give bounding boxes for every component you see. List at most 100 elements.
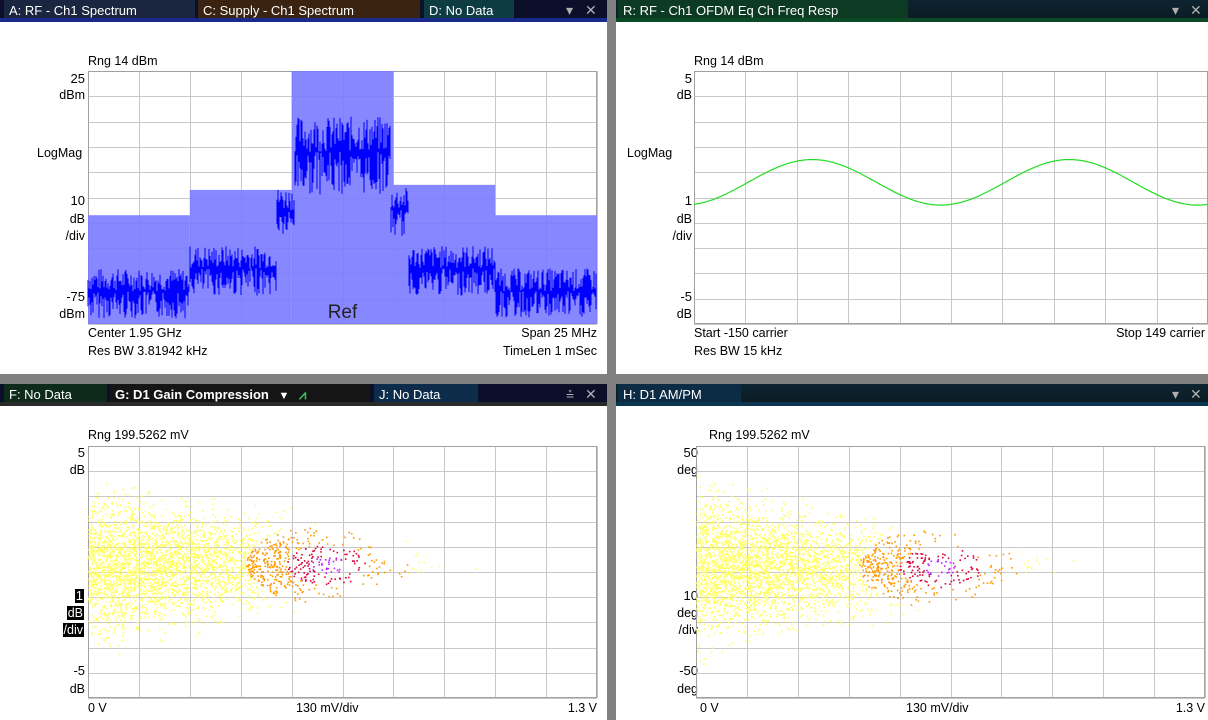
scatter-dot: [789, 551, 791, 553]
scatter-dot: [698, 610, 701, 612]
scatter-dot: [100, 530, 102, 532]
scale-per[interactable]: /div: [672, 229, 692, 243]
close-icon[interactable]: ✕: [1190, 386, 1202, 402]
x-scale-label[interactable]: 130 mV/div: [296, 701, 359, 715]
scatter-dot: [162, 577, 164, 579]
tab-g-gain-compression[interactable]: G: D1 Gain Compression ▼ ⩘: [110, 384, 370, 405]
scatter-dot: [765, 566, 768, 568]
center-freq-label[interactable]: Center 1.95 GHz: [88, 326, 182, 340]
waveform-icon[interactable]: ⩘: [299, 387, 307, 402]
scale-type-label[interactable]: LogMag: [627, 146, 673, 160]
scatter-dot: [235, 584, 237, 586]
scale-unit[interactable]: dB: [676, 212, 692, 226]
scatter-dot: [293, 537, 295, 539]
scatter-dot: [278, 571, 281, 573]
scatter-dot: [174, 553, 177, 555]
scatter-dot: [143, 525, 145, 527]
scatter-dot: [812, 572, 814, 575]
scatter-dot: [792, 608, 794, 611]
tab-j-no-data[interactable]: J: No Data: [374, 384, 478, 405]
scatter-dot: [939, 534, 941, 537]
scatter-dot: [760, 547, 763, 550]
scatter-dot: [181, 534, 184, 536]
scatter-dot: [129, 571, 132, 573]
scatter-dot: [143, 590, 146, 593]
chevron-down-icon[interactable]: ▾: [566, 2, 574, 18]
scatter-dot: [118, 575, 120, 577]
scatter-dot: [384, 571, 386, 574]
scale-value[interactable]: 10: [683, 588, 698, 603]
scatter-dot: [249, 559, 251, 561]
scatter-dot: [168, 549, 171, 551]
scatter-dot: [824, 549, 827, 552]
scale-per[interactable]: /div: [678, 623, 698, 637]
res-bw-label[interactable]: Res BW 3.81942 kHz: [88, 344, 208, 358]
scatter-dot: [225, 552, 227, 555]
scatter-dot: [110, 543, 112, 545]
scatter-dot: [919, 543, 921, 546]
scatter-dot: [109, 589, 111, 592]
scatter-dot: [859, 573, 861, 576]
scatter-dot: [271, 547, 273, 549]
scatter-dot: [712, 589, 715, 591]
scale-value[interactable]: 1: [684, 193, 692, 208]
gain-compression-scatter[interactable]: [88, 446, 598, 699]
scatter-dot: [813, 571, 815, 573]
chevron-down-icon[interactable]: ▼: [278, 390, 290, 402]
scatter-dot: [326, 543, 329, 545]
stop-carrier-label[interactable]: Stop 149 carrier: [1116, 326, 1205, 340]
scale-unit[interactable]: deg: [677, 606, 698, 620]
close-icon[interactable]: ✕: [585, 386, 597, 402]
scatter-dot: [217, 528, 219, 530]
scatter-dot: [114, 627, 116, 629]
scatter-dot: [151, 583, 153, 586]
scale-value[interactable]: 1: [74, 588, 84, 603]
span-label[interactable]: Span 25 MHz: [521, 326, 597, 340]
scatter-dot: [211, 558, 213, 561]
res-bw-label[interactable]: Res BW 15 kHz: [694, 344, 783, 358]
scatter-dot: [239, 560, 241, 562]
scatter-dot: [941, 571, 943, 574]
scatter-dot: [207, 550, 209, 553]
scatter-dot: [318, 561, 321, 563]
scatter-dot: [163, 566, 166, 568]
close-icon[interactable]: ✕: [1190, 2, 1202, 18]
scatter-dot: [198, 549, 200, 552]
tab-r-ofdm-freq-resp[interactable]: R: RF - Ch1 OFDM Eq Ch Freq Resp: [618, 0, 908, 21]
tab-h-am-pm[interactable]: H: D1 AM/PM: [618, 384, 741, 405]
scale-value[interactable]: 10: [70, 193, 85, 208]
scatter-dot: [126, 550, 128, 552]
chevron-down-icon[interactable]: ▾: [1172, 386, 1180, 402]
freq-resp-trace-plot[interactable]: [693, 71, 1208, 325]
scale-per[interactable]: /div: [65, 229, 85, 243]
scatter-dot: [765, 623, 768, 626]
tab-a-rf-spectrum[interactable]: A: RF - Ch1 Spectrum: [4, 0, 195, 21]
scatter-dot: [749, 519, 751, 521]
scale-unit[interactable]: dB: [66, 606, 84, 620]
scatter-dot: [698, 562, 700, 564]
tab-f-no-data[interactable]: F: No Data: [4, 384, 107, 405]
scatter-dot: [110, 514, 113, 516]
scale-per[interactable]: /div: [62, 623, 84, 637]
chevron-down-icon[interactable]: ▾: [1172, 2, 1180, 18]
scatter-dot: [282, 536, 285, 538]
am-pm-scatter[interactable]: [696, 446, 1206, 699]
spectrum-trace-plot[interactable]: Ref: [87, 71, 598, 325]
close-icon[interactable]: ✕: [585, 2, 597, 18]
tab-c-supply-spectrum[interactable]: C: Supply - Ch1 Spectrum: [198, 0, 420, 21]
scatter-dot: [210, 615, 213, 617]
scatter-dot: [128, 563, 131, 566]
start-carrier-label[interactable]: Start -150 carrier: [694, 326, 788, 340]
scale-type-label[interactable]: LogMag: [37, 146, 83, 160]
tab-d-no-data[interactable]: D: No Data: [424, 0, 514, 21]
scatter-dot: [90, 572, 93, 575]
scale-unit[interactable]: dB: [69, 212, 85, 226]
chevron-down-icon[interactable]: ⩮: [566, 386, 575, 402]
scatter-dot: [210, 590, 212, 593]
scatter-dot: [784, 559, 787, 561]
timelen-label[interactable]: TimeLen 1 mSec: [502, 344, 597, 358]
scatter-dot: [117, 572, 119, 574]
scatter-dot: [753, 585, 756, 588]
x-scale-label[interactable]: 130 mV/div: [906, 701, 969, 715]
scatter-dot: [883, 559, 886, 561]
